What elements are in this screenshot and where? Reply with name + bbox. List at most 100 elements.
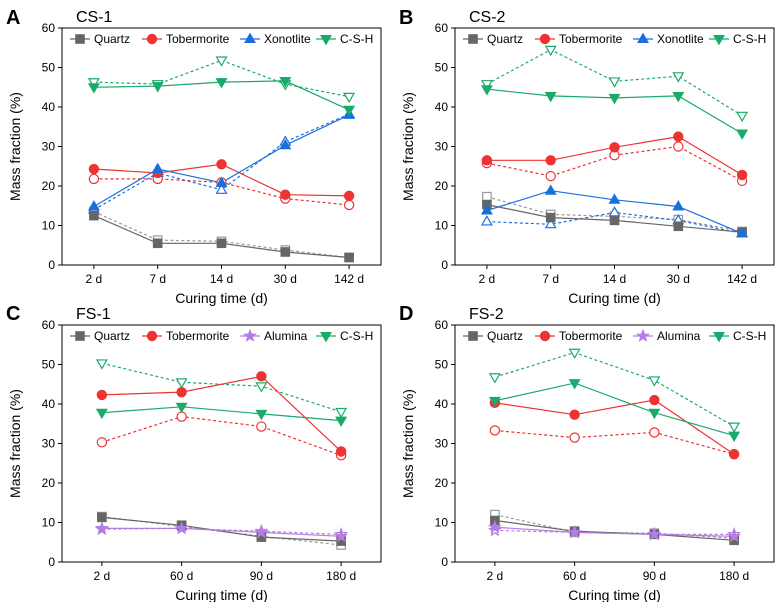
y-tick-label: 40 [435, 100, 449, 114]
x-tick-label: 60 d [170, 569, 193, 583]
series-line-tobermorite-solid [494, 399, 735, 455]
legend-marker-tobermorite [146, 33, 158, 45]
series-line-alumina-solid [494, 526, 735, 537]
data-point-tobermorite-solid [673, 131, 684, 142]
series-line-tobermorite-dashed [101, 415, 342, 456]
data-point-c-s-h-dashed [488, 373, 501, 384]
y-tick-label: 0 [48, 258, 55, 272]
legend-marker-quartz [468, 331, 478, 341]
y-axis-label: Mass fraction (%) [400, 92, 416, 201]
data-point-quartz-dashed [482, 191, 492, 202]
data-point-c-s-h-dashed [87, 78, 100, 89]
data-point-xonotlite-solid [151, 162, 164, 173]
data-point-c-s-h-solid [215, 78, 228, 89]
data-point-tobermorite-solid [343, 190, 355, 202]
legend-label: Xonotlite [264, 32, 311, 46]
series-line-alumina-solid [101, 527, 342, 537]
y-tick-label: 50 [42, 358, 56, 372]
chart-panel-C: C FS-1 0 10 20 30 40 50 60 2 d 60 d 90 d 180 d Curing… [6, 303, 382, 602]
legend-label: Alumina [264, 329, 308, 343]
data-point-c-s-h-solid [255, 409, 268, 421]
data-point-c-s-h-solid [175, 402, 188, 414]
data-point-quartz-solid [152, 238, 163, 249]
y-tick-label: 10 [42, 219, 56, 233]
data-point-quartz-solid [673, 221, 684, 232]
data-point-quartz-solid [216, 238, 227, 249]
legend-marker-c-s-h [320, 332, 332, 343]
y-tick-label: 30 [42, 140, 56, 154]
legend-marker-alumina [636, 328, 650, 342]
data-point-c-s-h-dashed [335, 407, 348, 419]
data-point-c-s-h-solid [87, 83, 100, 94]
data-point-quartz-solid [545, 212, 556, 223]
legend-marker-tobermorite [146, 330, 158, 342]
data-point-xonotlite-solid [544, 184, 557, 195]
x-tick-label: 90 d [643, 569, 666, 583]
data-point-c-s-h-solid [608, 93, 621, 105]
y-tick-label: 60 [42, 21, 56, 35]
data-point-c-s-h-dashed [95, 359, 108, 370]
series-line-c-s-h-dashed [101, 362, 342, 413]
data-point-alumina-solid [334, 529, 349, 543]
data-point-c-s-h-dashed [672, 72, 685, 83]
data-point-xonotlite-solid [672, 200, 685, 211]
series-line-quartz-dashed [494, 514, 735, 539]
data-point-tobermorite-solid [176, 386, 187, 398]
data-point-tobermorite-dashed [489, 425, 501, 436]
series-line-alumina-dashed [494, 529, 735, 536]
data-point-xonotlite-dashed [608, 206, 621, 217]
data-point-c-s-h-solid [95, 408, 108, 420]
chart-panel-B: B CS-2 0 10 20 30 40 50 60 2 d 7 d 14 d 30 d 142 d Cur… [399, 7, 775, 306]
series-line-c-s-h-solid [494, 382, 735, 437]
series-line-tobermorite-dashed [494, 429, 735, 455]
data-point-c-s-h-dashed [648, 376, 661, 387]
x-axis-label: Curing time (d) [175, 290, 268, 306]
y-tick-label: 0 [441, 258, 448, 272]
legend-label: Quartz [94, 32, 130, 46]
x-tick-label: 2 d [86, 272, 103, 286]
x-tick-label: 7 d [542, 272, 559, 286]
y-tick-label: 60 [435, 318, 449, 332]
x-axis-label: Curing time (d) [175, 587, 268, 602]
data-point-tobermorite-dashed [96, 437, 108, 448]
panel-title: CS-1 [76, 9, 113, 26]
legend-label: C-S-H [733, 329, 766, 343]
data-point-c-s-h-solid [736, 129, 749, 140]
data-point-c-s-h-solid [568, 379, 581, 390]
panel-title: FS-2 [469, 306, 504, 323]
data-point-c-s-h-solid [728, 431, 741, 443]
x-tick-label: 60 d [563, 569, 586, 583]
data-point-tobermorite-dashed [649, 427, 660, 438]
y-tick-label: 60 [435, 21, 449, 35]
data-point-tobermorite-solid [256, 371, 267, 382]
series-line-quartz-solid [101, 516, 342, 542]
x-tick-label: 2 d [94, 569, 111, 583]
plot-frame [454, 324, 775, 563]
data-point-c-s-h-dashed [175, 378, 188, 389]
data-point-quartz-solid [89, 210, 99, 221]
data-point-quartz-solid [280, 247, 291, 257]
panel-letter: B [399, 7, 413, 29]
legend-label: Quartz [487, 329, 523, 343]
legend-label: Xonotlite [657, 32, 704, 46]
legend-label: C-S-H [733, 32, 766, 46]
data-point-quartz-solid [609, 215, 620, 226]
data-point-tobermorite-solid [96, 389, 108, 401]
y-tick-label: 30 [435, 437, 449, 451]
data-point-xonotlite-solid [215, 176, 228, 187]
legend-marker-c-s-h [713, 35, 725, 46]
y-tick-label: 0 [48, 555, 55, 569]
data-point-xonotlite-dashed [480, 215, 493, 226]
data-point-c-s-h-solid [488, 396, 501, 408]
data-point-xonotlite-solid [608, 193, 621, 204]
data-point-xonotlite-dashed [544, 217, 557, 229]
y-tick-label: 20 [42, 476, 56, 490]
legend-marker-xonotlite [637, 32, 649, 43]
legend-marker-c-s-h [713, 332, 725, 343]
y-tick-label: 10 [435, 219, 449, 233]
x-tick-label: 14 d [603, 272, 626, 286]
y-tick-label: 20 [435, 476, 449, 490]
x-tick-label: 14 d [210, 272, 233, 286]
x-tick-label: 7 d [149, 272, 166, 286]
data-point-tobermorite-solid [335, 446, 347, 457]
